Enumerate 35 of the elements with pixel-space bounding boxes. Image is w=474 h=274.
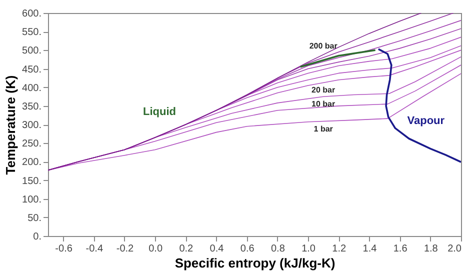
y-tick-label: 350. [22, 101, 42, 112]
y-tick-label: 250. [22, 138, 42, 150]
x-tick-label: 0.4 [210, 244, 224, 254]
x-tick-label: 1.2 [332, 244, 347, 254]
x-axis-title: Specific entropy (kJ/kg-K) [174, 256, 336, 270]
x-tick-label: 0.8 [270, 244, 286, 254]
x-tick-label: 1.4 [362, 244, 378, 254]
series-label: 1 bar [314, 124, 333, 134]
y-tick-label: 300. [22, 120, 42, 131]
series-label: 200 bar [309, 42, 338, 51]
x-tick-label: -0.6 [55, 244, 73, 254]
series-label: 20 bar [312, 86, 336, 95]
y-tick-label: 150. [22, 176, 42, 187]
x-tick-label: 0.6 [240, 244, 255, 254]
y-tick-label: 550. [22, 27, 42, 38]
series-label: 10 bar [312, 100, 336, 109]
x-tick-label: -0.4 [86, 244, 104, 254]
y-tick-label: 500. [22, 46, 42, 57]
y-tick-label: 400. [22, 82, 42, 94]
x-tick-label: 1.8 [424, 244, 438, 254]
x-tick-label: 0.0 [148, 244, 163, 254]
y-tick-label: 50. [28, 212, 42, 224]
y-axis-title: Temperature (K) [3, 75, 18, 175]
annotation: Vapour [407, 115, 446, 127]
y-tick-label: 200. [22, 157, 42, 168]
x-tick-label: 0.2 [179, 244, 194, 254]
y-tick-label: 600. [22, 8, 42, 20]
y-tick-label: 450. [22, 64, 42, 76]
annotation: Liquid [143, 106, 176, 118]
x-tick-label: 1.6 [393, 244, 408, 254]
y-tick-label: 0. [33, 232, 42, 242]
x-tick-label: -0.2 [116, 244, 134, 254]
y-tick-label: 100. [22, 194, 42, 206]
x-tick-label: 2.0 [448, 244, 462, 254]
x-tick-label: 1.0 [302, 244, 316, 254]
